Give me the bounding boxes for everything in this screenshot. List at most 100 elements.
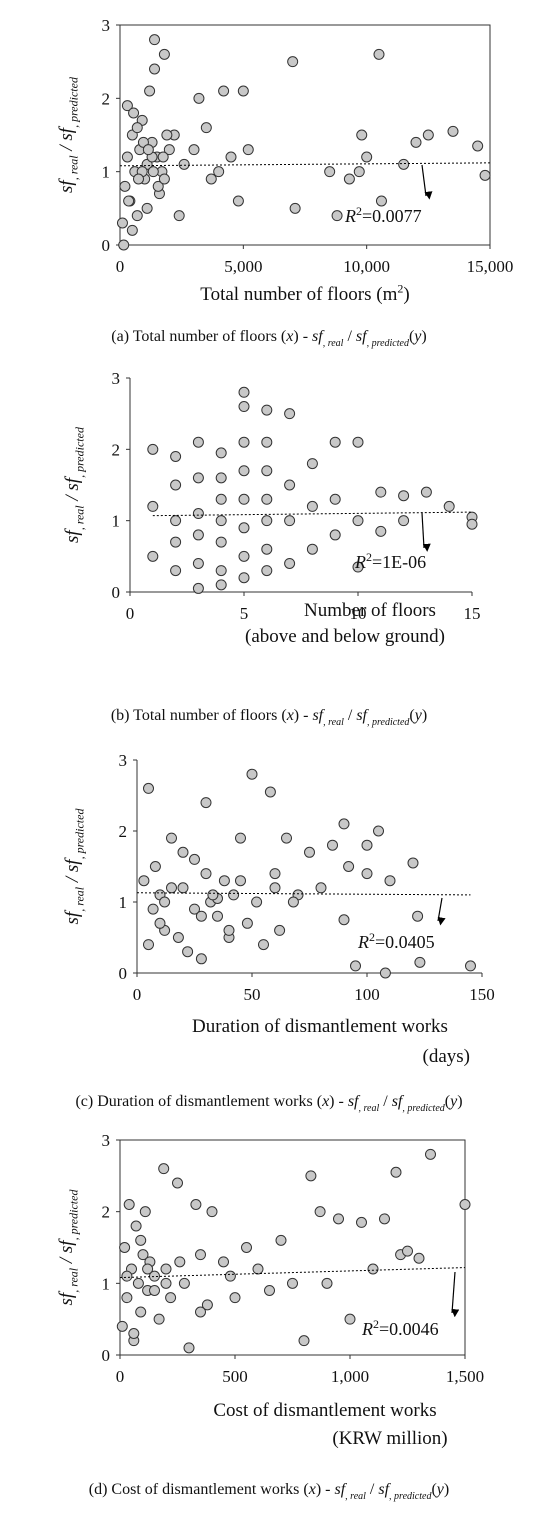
point (215, 472, 227, 484)
y-axis-label-part: sf (56, 1290, 77, 1305)
caption-part: sf (378, 1481, 391, 1498)
x-axis-label-part: Duration of dismantlement works (192, 1016, 448, 1037)
point (195, 1306, 206, 1318)
point (420, 486, 432, 498)
r2-label-part: =0.0405 (375, 932, 435, 952)
point (135, 1234, 147, 1246)
x-tick-label: 5 (240, 604, 249, 623)
r2-label-part: 2 (369, 930, 375, 944)
point (398, 158, 410, 170)
point (287, 1277, 298, 1289)
point (284, 479, 296, 491)
point (379, 1213, 390, 1225)
point (177, 846, 189, 858)
point (246, 768, 258, 780)
x-tick-label: 15 (464, 604, 481, 623)
point (121, 1292, 133, 1304)
point (264, 786, 276, 798)
point (149, 34, 161, 46)
x-axis-label-part: Cost of dismantlement works (213, 1400, 436, 1421)
point (170, 479, 182, 491)
x-axis-label-part: Number of floors (304, 600, 436, 621)
caption-part: sf (356, 707, 369, 724)
trend-line (152, 511, 473, 517)
point (142, 144, 154, 156)
point (149, 861, 161, 872)
point (172, 1177, 183, 1189)
point (235, 875, 246, 887)
point (447, 125, 459, 137)
x-tick-label: 1,000 (331, 1367, 369, 1386)
point (200, 797, 212, 809)
point (261, 493, 273, 505)
point (238, 436, 250, 448)
point (343, 173, 355, 185)
x-tick-label: 5,000 (224, 257, 262, 276)
caption-part: ) (421, 328, 426, 345)
point (241, 1242, 252, 1253)
x-tick-label: 10,000 (343, 257, 390, 276)
point (116, 217, 128, 229)
x-tick-label: 100 (354, 985, 380, 1004)
point (123, 1199, 135, 1210)
point (195, 1249, 206, 1261)
point (142, 1263, 154, 1275)
point (131, 210, 143, 222)
point (361, 151, 373, 163)
point (149, 63, 161, 75)
x-tick-label: 15,000 (467, 257, 514, 276)
point (275, 1234, 287, 1246)
point (306, 543, 318, 555)
point (192, 529, 204, 541)
point (289, 202, 301, 214)
point (158, 1163, 170, 1175)
caption-part: / (343, 328, 355, 345)
r2-label: R2=0.0405 (357, 930, 435, 952)
x-axis-label: Total number of floors (m2) (200, 281, 409, 305)
point (329, 529, 341, 541)
y-axis-label-part: , predicted (73, 808, 87, 860)
caption-part: ) - (316, 1481, 335, 1498)
y-axis-label-part: , predicted (73, 426, 87, 478)
point (331, 210, 343, 222)
point (170, 515, 182, 527)
y-tick-label: 0 (112, 583, 121, 602)
point (133, 173, 144, 185)
caption-part: sf (312, 328, 325, 345)
y-axis-label-part: , real (73, 505, 87, 531)
r2-label-part: =1E-06 (372, 552, 426, 572)
caption-part: x (321, 1093, 329, 1110)
point (375, 525, 387, 537)
caption-part: y (413, 707, 423, 724)
caption-part: ) - (329, 1093, 348, 1110)
point (170, 536, 182, 548)
point (324, 166, 336, 178)
point (264, 1285, 275, 1296)
caption-part: y (435, 1481, 445, 1498)
point (228, 889, 240, 901)
point (238, 465, 250, 477)
point (152, 180, 164, 192)
point (407, 857, 419, 869)
y-axis-label-part: sf (56, 178, 77, 193)
x-axis-label: (KRW million) (332, 1428, 447, 1449)
point (116, 1320, 128, 1332)
point (131, 122, 143, 134)
point (251, 896, 263, 908)
point (192, 436, 204, 448)
point (147, 166, 159, 178)
y-tick-label: 0 (119, 964, 128, 983)
point (237, 85, 249, 97)
point (215, 536, 227, 548)
point (201, 1299, 213, 1311)
y-axis-label-part: / (56, 141, 77, 156)
point (130, 1220, 142, 1232)
point (361, 839, 373, 851)
point (422, 129, 434, 141)
y-axis-label-part: sf (62, 909, 83, 924)
point (327, 839, 338, 851)
point (119, 1242, 131, 1253)
point (321, 1277, 333, 1289)
caption: (d) Cost of dismantlement works (x) - sf… (89, 1481, 449, 1502)
